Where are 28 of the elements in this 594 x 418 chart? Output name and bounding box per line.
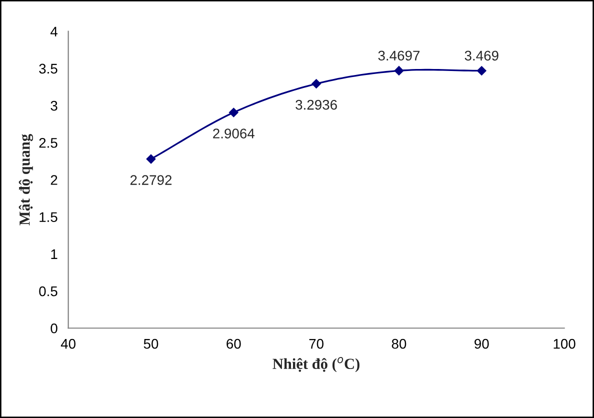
x-tick-label: 40: [60, 338, 76, 349]
x-tick-label: 100: [554, 338, 576, 349]
x-axis-title: Nhiệt độ ($^{o}$C): [272, 357, 360, 372]
data-label: 3.469: [464, 50, 498, 61]
y-tick-label: 4: [50, 26, 58, 36]
y-tick-label: 1: [51, 249, 58, 259]
data-label: 2.2792: [130, 175, 172, 185]
y-axis-title: Mật độ quang: [18, 134, 34, 226]
data-label: 3.4697: [378, 50, 420, 61]
y-tick-label: 0: [50, 323, 58, 334]
y-tick-label: 3.5: [39, 64, 58, 74]
point: [229, 108, 238, 118]
x-tick-label: 50: [144, 338, 158, 349]
y-tick-label: 2: [50, 175, 58, 185]
y-tick-label: 3: [50, 100, 58, 111]
x-tick-label: 60: [226, 338, 241, 349]
point: [394, 66, 404, 76]
y-tick-label: 1.5: [40, 212, 58, 222]
data-label: 2.9064: [213, 128, 254, 138]
y-tick-label: 2.5: [39, 138, 58, 148]
point: [312, 79, 321, 88]
x-tick-label: 80: [392, 338, 406, 349]
x-tick-label: 70: [309, 338, 324, 349]
x-tick-label: 90: [474, 338, 489, 349]
point: [477, 66, 486, 76]
data-label: 3.2936: [296, 100, 337, 110]
point: [146, 154, 156, 164]
y-tick-label: 0.5: [39, 286, 58, 296]
